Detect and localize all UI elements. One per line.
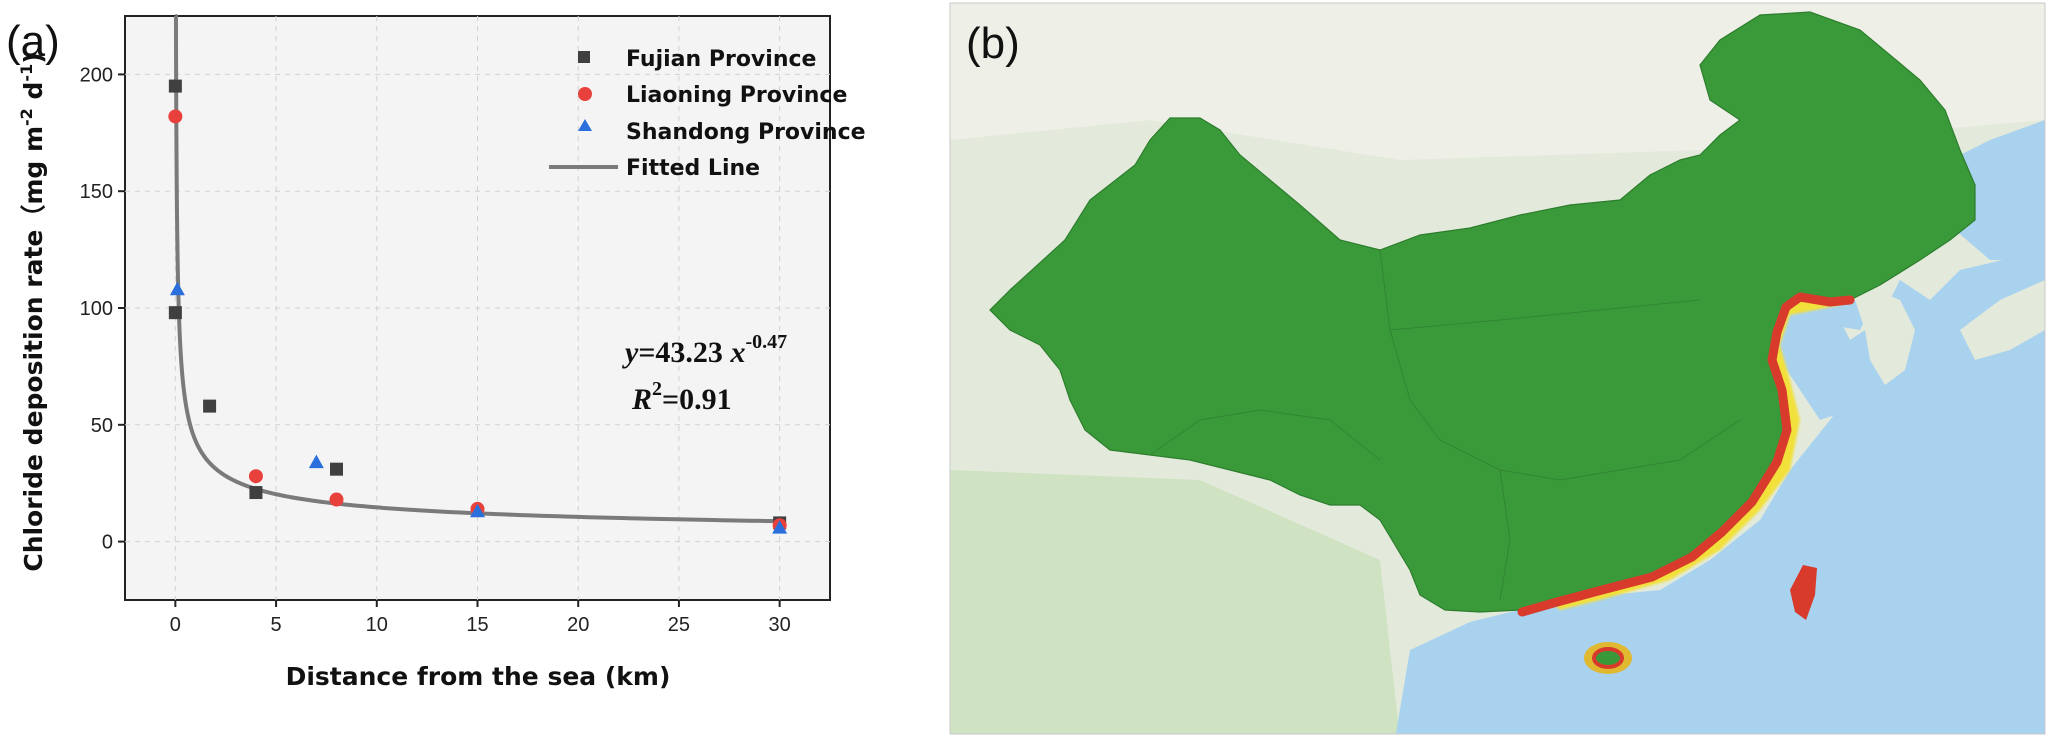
legend-label-shandong: Shandong Province [626,120,866,145]
data-point-triangle [772,520,788,534]
data-point-square [168,79,182,93]
data-points [168,79,788,534]
map-sea-south [1395,360,2045,734]
map-frame [949,2,2046,735]
map-taiwan [1790,565,1817,620]
panel-b-label: (b) [966,19,1020,68]
data-point-triangle [169,281,185,296]
y-axis: 0 50 100 150 200 [80,64,125,554]
x-tick-label: 30 [769,614,791,636]
y-tick-label: 150 [80,181,113,203]
grid [125,16,830,600]
data-point-circle [168,109,183,124]
data-point-circle [248,469,263,484]
x-axis: 0 5 10 15 20 25 30 [170,600,791,636]
data-point-square [168,306,182,320]
panel-a: (a) 0 5 10 15 20 25 30 0 50 100 150 200 Distance f… [6,14,866,691]
data-point-triangle [308,454,324,469]
y-tick-label: 200 [80,64,113,86]
data-point-square [330,462,343,476]
map-boundaries [1149,249,1741,601]
legend-marker-liaoning [578,87,592,101]
panel-a-label: (a) [6,17,60,66]
x-tick-label: 20 [567,614,589,636]
map-japan [1960,280,2045,360]
data-point-square [203,399,217,413]
legend-marker-shandong [578,119,592,131]
fit-group [173,14,780,524]
map-coast-red [1517,292,1855,617]
data-point-square [249,486,263,500]
legend: Fujian Province Liaoning Province Shando… [549,47,866,181]
y-tick-label: 50 [91,415,113,437]
panel-b: (b) [949,2,2046,735]
y-tick-label: 0 [102,532,113,554]
map [950,3,2045,734]
map-terrain-south [950,470,1400,734]
map-china-land [989,11,1976,613]
fit-r-squared: R2=0.91 [631,378,732,416]
x-tick-label: 15 [466,614,488,636]
x-tick-label: 5 [271,614,282,636]
x-tick-label: 10 [366,614,388,636]
legend-marker-fujian [578,51,590,63]
map-hainan-core [1592,647,1624,669]
x-tick-label: 25 [668,614,690,636]
y-tick-label: 100 [80,298,113,320]
x-axis-title: Distance from the sea (km) [286,662,671,691]
data-point-triangle [470,503,485,518]
data-point-circle [329,492,344,507]
y-axis-title: Chloride deposition rate（mg m-2 d-1) [17,52,48,571]
fit-equation: y=43.23 x-0.47 [622,331,787,369]
legend-label-liaoning: Liaoning Province [626,83,847,108]
map-korea [1855,290,1915,385]
legend-label-fujian: Fujian Province [626,47,816,72]
legend-label-fit: Fitted Line [626,156,760,181]
fitted-line [173,14,780,524]
x-tick-label: 0 [170,614,181,636]
